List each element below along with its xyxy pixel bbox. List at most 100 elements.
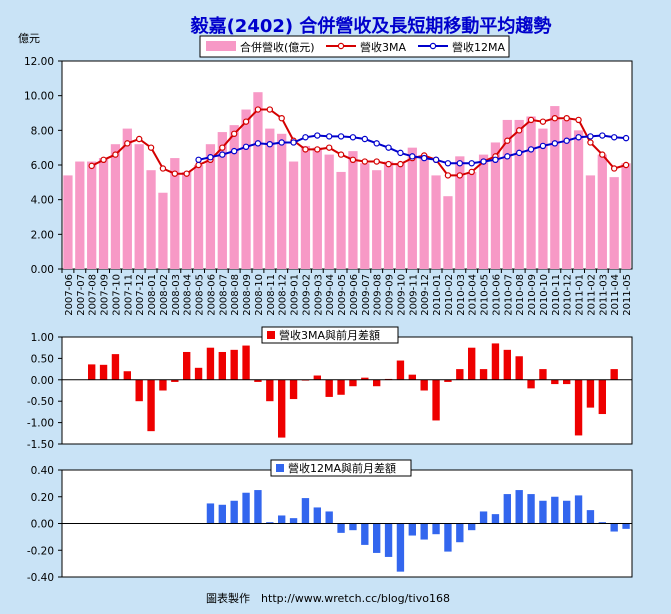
- revenue-bar: [526, 116, 536, 269]
- ma3-diff-bar: [420, 379, 428, 391]
- revenue-bar: [134, 144, 144, 269]
- ma12-diff-bar: [586, 510, 595, 524]
- ma12-diff-bar: [574, 495, 583, 524]
- ma12-point: [610, 134, 618, 141]
- ma3-point: [147, 144, 155, 151]
- ma12-point: [444, 160, 452, 167]
- ma3-diff-bar: [361, 377, 369, 380]
- ma3-diff-bar: [503, 349, 511, 380]
- ma3-diff-legend-swatch: [267, 331, 275, 339]
- revenue-bar: [372, 170, 382, 269]
- month-label: 2007-10: [111, 274, 122, 316]
- revenue-bar: [146, 170, 156, 269]
- revenue-bar: [87, 161, 97, 269]
- ma12-point: [302, 134, 309, 141]
- ma3-diff-bar: [218, 351, 226, 380]
- revenue-y-tick-label: 8.00: [31, 125, 54, 137]
- ma12-diff-bar: [622, 523, 630, 529]
- ma3-point: [266, 106, 274, 113]
- revenue-bar: [478, 154, 489, 269]
- ma3-point: [622, 161, 630, 169]
- month-label: 2009-05: [337, 274, 348, 316]
- ma3-point: [219, 144, 226, 151]
- month-label: 2009-04: [325, 274, 336, 316]
- ma3-diff-bar: [456, 369, 464, 380]
- revenue-bar: [348, 151, 358, 269]
- ma12-diff-y-tick-label: -0.20: [27, 545, 54, 557]
- ma12-point: [504, 153, 511, 160]
- revenue-bar: [443, 196, 453, 269]
- revenue-bar: [110, 144, 121, 269]
- revenue-y-tick-label: 0.00: [31, 264, 54, 276]
- ma3-point: [444, 172, 452, 179]
- ma12-point: [361, 135, 369, 143]
- ma3-diff-y-tick-label: 1.00: [31, 332, 54, 344]
- ma3-point: [112, 151, 119, 158]
- ma3-diff-y-tick-label: 0.00: [31, 375, 54, 387]
- ma3-diff-bar: [159, 379, 167, 391]
- ma3-point: [587, 139, 594, 146]
- revenue-bar: [360, 163, 370, 269]
- ma12-diff-bar: [206, 503, 215, 524]
- ma12-diff-y-tick-label: 0.00: [31, 519, 54, 531]
- ma12-diff-bar: [563, 500, 571, 524]
- ma3-diff-bar: [254, 379, 262, 382]
- credit-footer: 圖表製作 http://www.wretch.cc/blog/tivo168: [206, 591, 450, 605]
- month-label: 2010-05: [480, 274, 491, 316]
- month-label: 2010-04: [468, 274, 479, 316]
- revenue-bar: [621, 163, 631, 269]
- month-label: 2008-12: [278, 274, 289, 316]
- ma12-diff-bar: [420, 523, 428, 540]
- ma3-point: [563, 114, 570, 122]
- revenue-bar: [229, 125, 239, 269]
- ma3-diff-y-tick-label: -0.50: [27, 396, 54, 408]
- month-label: 2010-12: [563, 274, 574, 316]
- ma3-diff-bar: [610, 369, 618, 380]
- ma3-diff-bar: [491, 343, 500, 380]
- month-label: 2008-03: [171, 274, 182, 316]
- month-label: 2009-11: [408, 274, 419, 316]
- ma3-diff-bar: [242, 345, 250, 380]
- month-label: 2010-10: [539, 274, 550, 316]
- ma3-diff-bar: [408, 374, 416, 380]
- month-label: 2007-09: [100, 274, 111, 316]
- ma3-diff-y-tick-label: -1.00: [27, 418, 54, 430]
- month-label: 2009-02: [301, 274, 312, 316]
- ma3-diff-bar: [563, 379, 571, 385]
- month-label: 2010-03: [456, 274, 467, 316]
- ma12-point: [551, 140, 559, 147]
- month-label: 2009-03: [313, 274, 324, 316]
- month-label: 2010-02: [444, 274, 455, 316]
- ma12-diff-legend: 營收12MA與前月差額: [270, 459, 412, 477]
- revenue-bar: [253, 92, 263, 269]
- ma3-point: [183, 170, 190, 177]
- month-label: 2011-02: [586, 274, 597, 316]
- ma3-diff-bar: [432, 379, 440, 421]
- revenue-y-tick-label: 2.00: [31, 229, 54, 241]
- revenue-bar: [597, 154, 607, 269]
- revenue-bar: [609, 177, 619, 269]
- revenue-bar: [182, 171, 192, 269]
- month-label: 2007-12: [135, 274, 146, 316]
- ma12-diff-bar: [373, 523, 381, 553]
- ma3-diff-bar: [539, 369, 547, 380]
- ma12-diff-bar: [242, 492, 250, 524]
- ma12-diff-bar: [515, 490, 523, 524]
- ma3-point: [230, 130, 238, 137]
- ma3-legend-label: 營收3MA: [360, 40, 406, 54]
- ma12-point: [385, 144, 392, 151]
- ma12-diff-bar: [610, 523, 618, 532]
- revenue-bar: [467, 171, 477, 269]
- ma3-point: [135, 135, 143, 143]
- ma12-diff-legend-label: 營收12MA與前月差額: [288, 461, 396, 475]
- ma3-diff-bar: [147, 379, 155, 432]
- ma12-point: [207, 153, 214, 161]
- ma12-point: [587, 133, 594, 140]
- month-label: 2008-05: [195, 274, 206, 316]
- ma12-diff-bar: [551, 496, 559, 524]
- ma3-point: [88, 162, 95, 170]
- revenue-bar: [63, 175, 73, 269]
- ma12-legend-label: 營收12MA: [452, 40, 505, 54]
- ma3-diff-bar: [278, 379, 286, 438]
